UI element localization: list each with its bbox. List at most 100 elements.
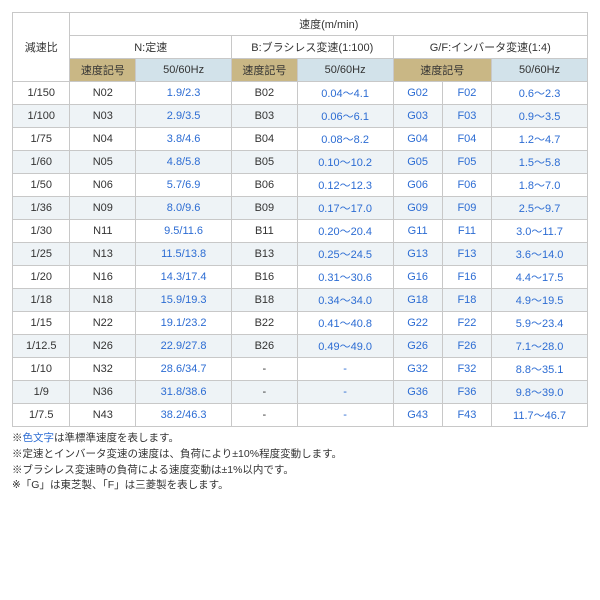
- cell-g-code: G22: [393, 312, 442, 335]
- cell-g-code: G02: [393, 82, 442, 105]
- table-row: 1/15N2219.1/23.2B220.41～40.8G22F225.9～23…: [13, 312, 588, 335]
- cell-b-hz: -: [297, 358, 393, 381]
- cell-n-hz: 2.9/3.5: [136, 105, 232, 128]
- cell-f-code: F43: [442, 404, 491, 427]
- cell-ratio: 1/36: [13, 197, 70, 220]
- cell-n-hz: 19.1/23.2: [136, 312, 232, 335]
- cell-b-hz: 0.25～24.5: [297, 243, 393, 266]
- cell-n-code: N13: [70, 243, 136, 266]
- cell-gf-hz: 1.8～7.0: [492, 174, 588, 197]
- cell-b-hz: 0.06～6.1: [297, 105, 393, 128]
- cell-n-hz: 28.6/34.7: [136, 358, 232, 381]
- cell-b-hz: -: [297, 381, 393, 404]
- cell-b-code: B13: [232, 243, 298, 266]
- cell-b-code: B03: [232, 105, 298, 128]
- table-row: 1/75N043.8/4.6B040.08～8.2G04F041.2～4.7: [13, 128, 588, 151]
- cell-f-code: F06: [442, 174, 491, 197]
- cell-b-hz: 0.20～20.4: [297, 220, 393, 243]
- table-row: 1/18N1815.9/19.3B180.34～34.0G18F184.9～19…: [13, 289, 588, 312]
- cell-gf-hz: 1.5～5.8: [492, 151, 588, 174]
- cell-g-code: G05: [393, 151, 442, 174]
- table-row: 1/36N098.0/9.6B090.17～17.0G09F092.5～9.7: [13, 197, 588, 220]
- cell-gf-hz: 0.9～3.5: [492, 105, 588, 128]
- cell-n-code: N16: [70, 266, 136, 289]
- cell-b-hz: 0.04～4.1: [297, 82, 393, 105]
- footnotes: ※色文字は準標準速度を表します。 ※定速とインバータ変速の速度は、負荷により±1…: [12, 431, 588, 494]
- cell-gf-hz: 4.4～17.5: [492, 266, 588, 289]
- cell-b-code: B05: [232, 151, 298, 174]
- cell-n-code: N22: [70, 312, 136, 335]
- table-row: 1/20N1614.3/17.4B160.31～30.6G16F164.4～17…: [13, 266, 588, 289]
- header-ratio: 減速比: [13, 13, 70, 82]
- cell-n-hz: 11.5/13.8: [136, 243, 232, 266]
- cell-n-code: N02: [70, 82, 136, 105]
- header-b: B:ブラシレス変速(1:100): [232, 36, 394, 59]
- cell-n-code: N03: [70, 105, 136, 128]
- speed-table: 減速比 速度(m/min) N:定速 B:ブラシレス変速(1:100) G/F:…: [12, 12, 588, 427]
- cell-n-hz: 22.9/27.8: [136, 335, 232, 358]
- cell-f-code: F18: [442, 289, 491, 312]
- cell-b-code: -: [232, 358, 298, 381]
- cell-ratio: 1/60: [13, 151, 70, 174]
- cell-b-code: B06: [232, 174, 298, 197]
- cell-g-code: G26: [393, 335, 442, 358]
- cell-b-code: B11: [232, 220, 298, 243]
- cell-f-code: F36: [442, 381, 491, 404]
- cell-b-code: B04: [232, 128, 298, 151]
- table-row: 1/9N3631.8/38.6--G36F369.8～39.0: [13, 381, 588, 404]
- cell-f-code: F05: [442, 151, 491, 174]
- cell-ratio: 1/15: [13, 312, 70, 335]
- cell-f-code: F26: [442, 335, 491, 358]
- cell-b-code: B18: [232, 289, 298, 312]
- subheader-code: 速度記号: [393, 59, 492, 82]
- cell-n-hz: 31.8/38.6: [136, 381, 232, 404]
- header-speed: 速度(m/min): [70, 13, 588, 36]
- cell-f-code: F09: [442, 197, 491, 220]
- cell-g-code: G06: [393, 174, 442, 197]
- cell-g-code: G36: [393, 381, 442, 404]
- cell-f-code: F03: [442, 105, 491, 128]
- cell-b-hz: 0.08～8.2: [297, 128, 393, 151]
- cell-ratio: 1/150: [13, 82, 70, 105]
- cell-g-code: G16: [393, 266, 442, 289]
- cell-f-code: F02: [442, 82, 491, 105]
- cell-b-hz: 0.10～10.2: [297, 151, 393, 174]
- table-row: 1/150N021.9/2.3B020.04～4.1G02F020.6～2.3: [13, 82, 588, 105]
- cell-b-hz: 0.17～17.0: [297, 197, 393, 220]
- cell-b-hz: 0.41～40.8: [297, 312, 393, 335]
- subheader-hz: 50/60Hz: [297, 59, 393, 82]
- cell-f-code: F11: [442, 220, 491, 243]
- cell-n-code: N11: [70, 220, 136, 243]
- cell-b-hz: 0.49～49.0: [297, 335, 393, 358]
- subheader-code: 速度記号: [70, 59, 136, 82]
- table-row: 1/25N1311.5/13.8B130.25～24.5G13F133.6～14…: [13, 243, 588, 266]
- table-row: 1/60N054.8/5.8B050.10～10.2G05F051.5～5.8: [13, 151, 588, 174]
- cell-n-hz: 8.0/9.6: [136, 197, 232, 220]
- cell-g-code: G04: [393, 128, 442, 151]
- cell-gf-hz: 9.8～39.0: [492, 381, 588, 404]
- cell-n-hz: 1.9/2.3: [136, 82, 232, 105]
- subheader-hz: 50/60Hz: [492, 59, 588, 82]
- cell-b-code: B02: [232, 82, 298, 105]
- cell-gf-hz: 8.8～35.1: [492, 358, 588, 381]
- cell-ratio: 1/10: [13, 358, 70, 381]
- cell-ratio: 1/75: [13, 128, 70, 151]
- cell-ratio: 1/30: [13, 220, 70, 243]
- cell-f-code: F32: [442, 358, 491, 381]
- cell-n-hz: 9.5/11.6: [136, 220, 232, 243]
- cell-b-code: B09: [232, 197, 298, 220]
- cell-b-hz: 0.31～30.6: [297, 266, 393, 289]
- cell-n-code: N43: [70, 404, 136, 427]
- cell-gf-hz: 3.6～14.0: [492, 243, 588, 266]
- cell-gf-hz: 11.7～46.7: [492, 404, 588, 427]
- header-gf: G/F:インバータ変速(1:4): [393, 36, 587, 59]
- cell-g-code: G18: [393, 289, 442, 312]
- subheader-hz: 50/60Hz: [136, 59, 232, 82]
- cell-b-code: B22: [232, 312, 298, 335]
- cell-n-hz: 38.2/46.3: [136, 404, 232, 427]
- cell-gf-hz: 4.9～19.5: [492, 289, 588, 312]
- cell-b-hz: 0.34～34.0: [297, 289, 393, 312]
- cell-b-hz: 0.12～12.3: [297, 174, 393, 197]
- cell-f-code: F22: [442, 312, 491, 335]
- cell-n-code: N18: [70, 289, 136, 312]
